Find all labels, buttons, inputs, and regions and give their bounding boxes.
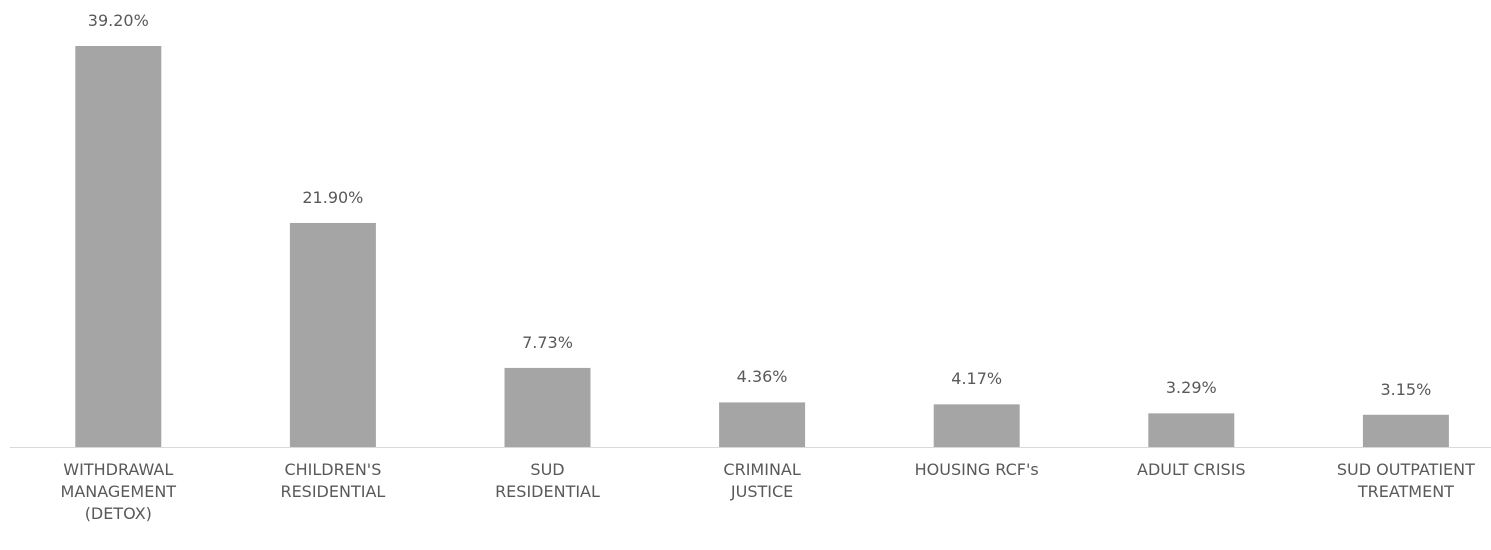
bar [289, 222, 376, 447]
bar [504, 367, 591, 447]
x-tick-label: SUD RESIDENTIAL [495, 460, 600, 501]
bar [75, 46, 162, 447]
x-tick-label: HOUSING RCF's [914, 460, 1039, 479]
x-tick-label: CRIMINAL JUSTICE [723, 460, 801, 501]
bar [1362, 414, 1449, 447]
bar [933, 404, 1020, 447]
data-label: 4.36% [736, 367, 788, 387]
bar [1148, 413, 1235, 447]
x-tick-label: ADULT CRISIS [1137, 460, 1246, 479]
x-tick-label: SUD OUTPATIENT TREATMENT [1336, 460, 1475, 501]
data-label: 21.90% [302, 187, 364, 207]
x-tick-label: CHILDREN'S RESIDENTIAL [280, 460, 386, 501]
bar [719, 402, 806, 447]
data-label: 3.29% [1165, 378, 1217, 398]
data-label: 39.20% [87, 11, 149, 30]
data-label: 7.73% [522, 332, 573, 352]
x-tick-label: WITHDRAWAL MANAGEMENT (DETOX) [60, 460, 177, 523]
data-label: 4.17% [951, 369, 1003, 389]
data-label: 3.15% [1380, 379, 1432, 399]
